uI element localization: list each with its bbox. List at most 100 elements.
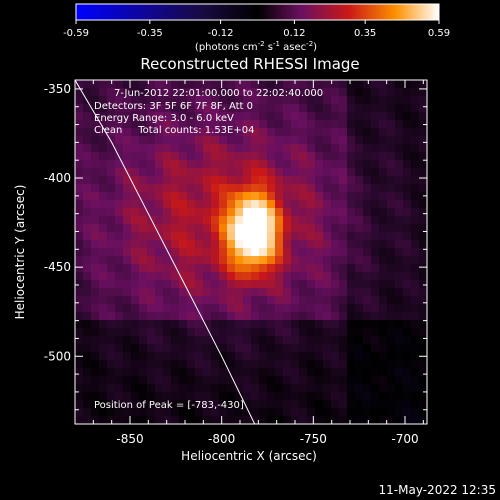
heatmap-cell [83, 208, 92, 217]
heatmap-cell [291, 368, 300, 377]
heatmap-cell [411, 136, 420, 145]
heatmap-cell [307, 216, 316, 225]
heatmap-cell [347, 168, 356, 177]
heatmap-cell [83, 336, 92, 345]
heatmap-cell [179, 400, 188, 409]
heatmap-cell [363, 408, 372, 417]
heatmap-cell [139, 224, 148, 233]
heatmap-cell [275, 272, 284, 281]
heatmap-cell [91, 248, 100, 257]
heatmap-cell [211, 320, 220, 329]
heatmap-cell [227, 80, 236, 89]
heatmap-cell [139, 96, 148, 105]
heatmap-cell [123, 232, 132, 241]
heatmap-cell [147, 144, 156, 153]
heatmap-cell [211, 160, 220, 169]
heatmap-cell [355, 176, 364, 185]
heatmap-cell [179, 328, 188, 337]
energy-range-annotation: Energy Range: 3.0 - 6.0 keV [94, 113, 234, 124]
heatmap-cell [419, 224, 427, 233]
heatmap-cell [171, 320, 180, 329]
heatmap-cell [395, 296, 404, 305]
heatmap-cell [227, 296, 236, 305]
heatmap-cell [115, 200, 124, 209]
heatmap-cell [267, 88, 276, 97]
heatmap-cell [267, 256, 276, 265]
heatmap-cell [307, 176, 316, 185]
heatmap-cell [371, 168, 380, 177]
heatmap-cell [227, 304, 236, 313]
heatmap-cell [355, 200, 364, 209]
heatmap-cell [291, 168, 300, 177]
heatmap-cell [291, 152, 300, 161]
heatmap-cell [299, 96, 308, 105]
heatmap-cell [91, 416, 100, 424]
heatmap-cell [131, 352, 140, 361]
heatmap-cell [355, 304, 364, 313]
heatmap-cell [139, 376, 148, 385]
heatmap-cell [219, 400, 228, 409]
heatmap-cell [131, 376, 140, 385]
heatmap-cell [339, 192, 348, 201]
heatmap-cell [195, 144, 204, 153]
heatmap-cell [275, 80, 284, 89]
heatmap-cell [171, 248, 180, 257]
heatmap-cell [187, 264, 196, 273]
heatmap-cell [331, 104, 340, 113]
heatmap-cell [195, 264, 204, 273]
heatmap-cell [283, 240, 292, 249]
heatmap-cell [99, 208, 108, 217]
heatmap-cell [171, 352, 180, 361]
heatmap-cell [203, 152, 212, 161]
heatmap-cell [419, 336, 427, 345]
heatmap-cell [395, 112, 404, 121]
heatmap-cell [99, 312, 108, 321]
heatmap-cell [419, 184, 427, 193]
heatmap-cell [115, 208, 124, 217]
heatmap-cell [163, 336, 172, 345]
heatmap-cell [419, 392, 427, 401]
heatmap-cell [419, 272, 427, 281]
heatmap-cell [259, 384, 268, 393]
heatmap-cell [211, 264, 220, 273]
heatmap-cell [187, 256, 196, 265]
heatmap-cell [131, 312, 140, 321]
heatmap-cell [371, 240, 380, 249]
heatmap-cell [395, 272, 404, 281]
heatmap-cell [139, 128, 148, 137]
heatmap-cell [323, 80, 332, 89]
heatmap-cell [123, 208, 132, 217]
heatmap-cell [395, 160, 404, 169]
heatmap-cell [211, 104, 220, 113]
heatmap-cell [147, 416, 156, 424]
heatmap-cell [403, 200, 412, 209]
heatmap-cell [203, 400, 212, 409]
heatmap-cell [275, 240, 284, 249]
heatmap-cell [323, 376, 332, 385]
heatmap-cell [387, 344, 396, 353]
heatmap-cell [315, 400, 324, 409]
heatmap-cell [75, 88, 84, 97]
heatmap-cell [131, 256, 140, 265]
heatmap-cell [419, 112, 427, 121]
heatmap-cell [83, 344, 92, 353]
heatmap-cell [339, 152, 348, 161]
heatmap-cell [331, 168, 340, 177]
heatmap-cell [99, 192, 108, 201]
heatmap-cell [115, 224, 124, 233]
heatmap-cell [163, 192, 172, 201]
heatmap-cell [411, 168, 420, 177]
heatmap-cell [371, 160, 380, 169]
heatmap-cell [155, 320, 164, 329]
heatmap-cell [355, 392, 364, 401]
heatmap-cell [419, 408, 427, 417]
heatmap-cell [387, 136, 396, 145]
heatmap-cell [75, 128, 84, 137]
heatmap-cell [171, 168, 180, 177]
heatmap-cell [283, 352, 292, 361]
heatmap-cell [219, 128, 228, 137]
heatmap-cell [235, 416, 244, 424]
heatmap-cell [211, 408, 220, 417]
heatmap-cell [259, 128, 268, 137]
heatmap-cell [243, 240, 252, 249]
